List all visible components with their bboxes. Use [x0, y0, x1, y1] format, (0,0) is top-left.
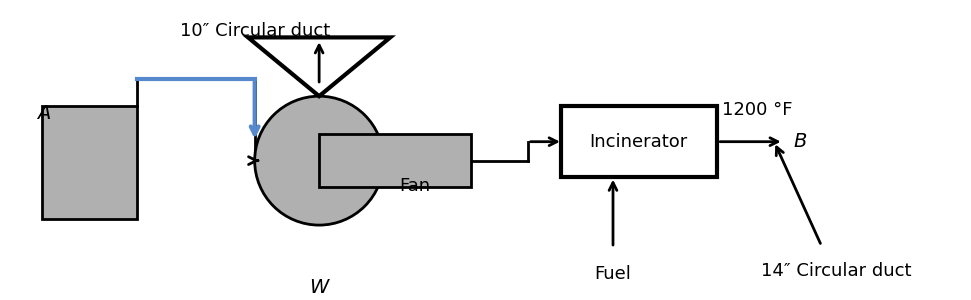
Text: Incinerator: Incinerator	[589, 133, 687, 151]
Bar	[561, 106, 718, 177]
Text: Fan: Fan	[400, 177, 431, 195]
Text: B: B	[793, 132, 807, 151]
Polygon shape	[248, 38, 390, 96]
Text: A: A	[37, 104, 50, 123]
Text: W: W	[310, 278, 329, 297]
Circle shape	[254, 96, 384, 225]
Bar	[319, 134, 471, 187]
Text: 14″ Circular duct: 14″ Circular duct	[760, 262, 911, 280]
Text: 10″ Circular duct: 10″ Circular duct	[180, 22, 330, 40]
Text: 1200 °F: 1200 °F	[722, 101, 792, 119]
Bar	[43, 106, 137, 219]
Text: Fuel: Fuel	[594, 265, 631, 283]
